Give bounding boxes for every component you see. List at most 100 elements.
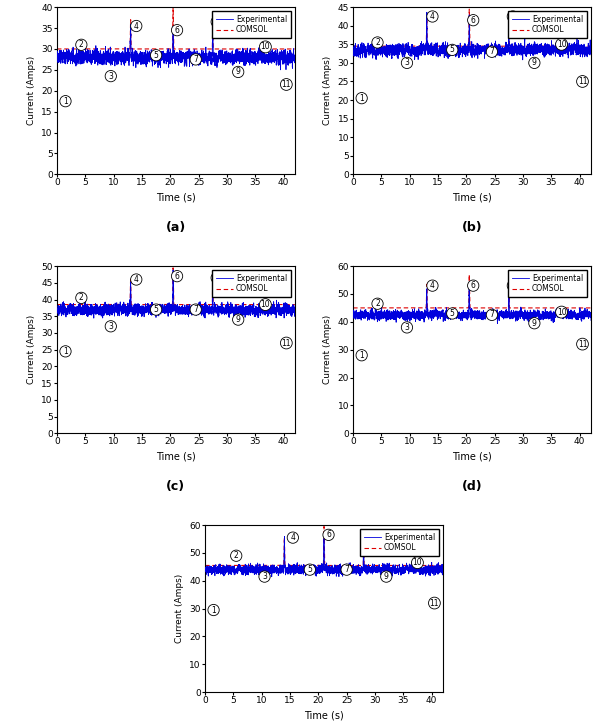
Experimental <box>248 565 256 573</box>
COMSOL <box>63 45 70 53</box>
Legend: Experimental, COMSOL: Experimental, COMSOL <box>508 270 587 297</box>
Experimental <box>575 313 582 322</box>
COMSOL <box>100 300 107 309</box>
Experimental <box>318 562 325 571</box>
Text: 6: 6 <box>471 16 476 25</box>
Experimental <box>63 48 70 57</box>
X-axis label: Time (s): Time (s) <box>156 452 196 462</box>
Y-axis label: Current (Amps): Current (Amps) <box>323 56 332 125</box>
Experimental <box>291 53 298 61</box>
COMSOL <box>169 264 176 273</box>
Text: 7: 7 <box>193 55 198 64</box>
Experimental <box>68 301 75 310</box>
Text: 4: 4 <box>430 281 435 290</box>
Text: 8: 8 <box>511 12 515 21</box>
Text: 10: 10 <box>557 40 566 49</box>
COMSOL <box>587 304 595 312</box>
Text: 8: 8 <box>214 273 219 283</box>
X-axis label: Time (s): Time (s) <box>452 193 492 203</box>
Text: 3: 3 <box>109 322 113 331</box>
Y-axis label: Current (Amps): Current (Amps) <box>175 574 184 643</box>
COMSOL <box>63 300 70 309</box>
Text: 1: 1 <box>63 97 68 106</box>
Experimental <box>209 15 217 24</box>
Legend: Experimental, COMSOL: Experimental, COMSOL <box>361 529 439 556</box>
Line: Experimental: Experimental <box>57 270 295 318</box>
COMSOL <box>318 561 325 570</box>
Text: 5: 5 <box>307 565 312 574</box>
COMSOL <box>427 561 434 570</box>
Text: 11: 11 <box>578 340 587 349</box>
Experimental <box>359 311 367 319</box>
Experimental <box>423 8 430 17</box>
Text: 5: 5 <box>450 309 455 318</box>
X-axis label: Time (s): Time (s) <box>304 711 344 721</box>
Text: (d): (d) <box>462 480 482 493</box>
Text: 9: 9 <box>236 315 241 324</box>
Text: 2: 2 <box>375 299 380 309</box>
Experimental <box>364 311 371 319</box>
Text: 5: 5 <box>154 305 158 314</box>
Text: 10: 10 <box>260 43 270 51</box>
COMSOL <box>350 42 357 50</box>
Text: 10: 10 <box>557 308 566 317</box>
COMSOL <box>170 275 177 284</box>
Experimental <box>170 280 177 289</box>
COMSOL <box>203 561 210 570</box>
Experimental <box>100 304 107 313</box>
COMSOL <box>359 42 367 50</box>
Experimental <box>170 30 177 39</box>
Text: 10: 10 <box>413 558 422 567</box>
Line: Experimental: Experimental <box>205 536 443 577</box>
Text: 1: 1 <box>359 350 364 360</box>
Line: COMSOL: COMSOL <box>353 9 591 46</box>
Experimental <box>203 566 210 575</box>
COMSOL <box>359 304 367 312</box>
COMSOL <box>100 45 107 53</box>
COMSOL <box>320 522 328 531</box>
COMSOL <box>55 300 62 309</box>
Text: 2: 2 <box>375 38 380 47</box>
Text: 8: 8 <box>511 281 515 290</box>
Experimental <box>587 316 595 324</box>
COMSOL <box>68 300 75 309</box>
COMSOL <box>55 45 62 53</box>
COMSOL <box>575 42 582 50</box>
Experimental <box>466 20 473 29</box>
Text: 11: 11 <box>430 598 439 608</box>
COMSOL <box>202 561 209 570</box>
Text: 7: 7 <box>490 310 494 319</box>
Text: 8: 8 <box>214 17 219 27</box>
Y-axis label: Current (Amps): Current (Amps) <box>27 56 36 125</box>
Experimental <box>55 301 62 310</box>
Text: 6: 6 <box>326 531 331 539</box>
Experimental <box>359 46 367 55</box>
Experimental <box>360 532 367 541</box>
Text: (a): (a) <box>166 221 186 234</box>
Text: 8: 8 <box>366 533 371 542</box>
X-axis label: Time (s): Time (s) <box>156 193 196 203</box>
COMSOL <box>587 42 595 50</box>
COMSOL <box>350 304 358 312</box>
Experimental <box>466 286 473 294</box>
Experimental <box>396 312 403 321</box>
Experimental <box>439 568 446 577</box>
COMSOL <box>466 5 473 14</box>
Experimental <box>216 565 223 573</box>
Line: Experimental: Experimental <box>353 12 591 60</box>
COMSOL <box>350 42 358 50</box>
Experimental <box>90 314 97 322</box>
Text: 3: 3 <box>109 71 113 81</box>
Experimental <box>350 43 357 51</box>
Text: 2: 2 <box>79 293 84 302</box>
Experimental <box>350 309 357 318</box>
Y-axis label: Current (Amps): Current (Amps) <box>323 315 332 384</box>
Text: 2: 2 <box>234 552 239 560</box>
Text: 5: 5 <box>154 50 158 60</box>
Experimental <box>519 56 526 64</box>
Experimental <box>278 52 286 61</box>
Line: COMSOL: COMSOL <box>353 275 591 308</box>
Text: 9: 9 <box>532 58 537 67</box>
COMSOL <box>439 561 446 570</box>
COMSOL <box>278 300 286 309</box>
